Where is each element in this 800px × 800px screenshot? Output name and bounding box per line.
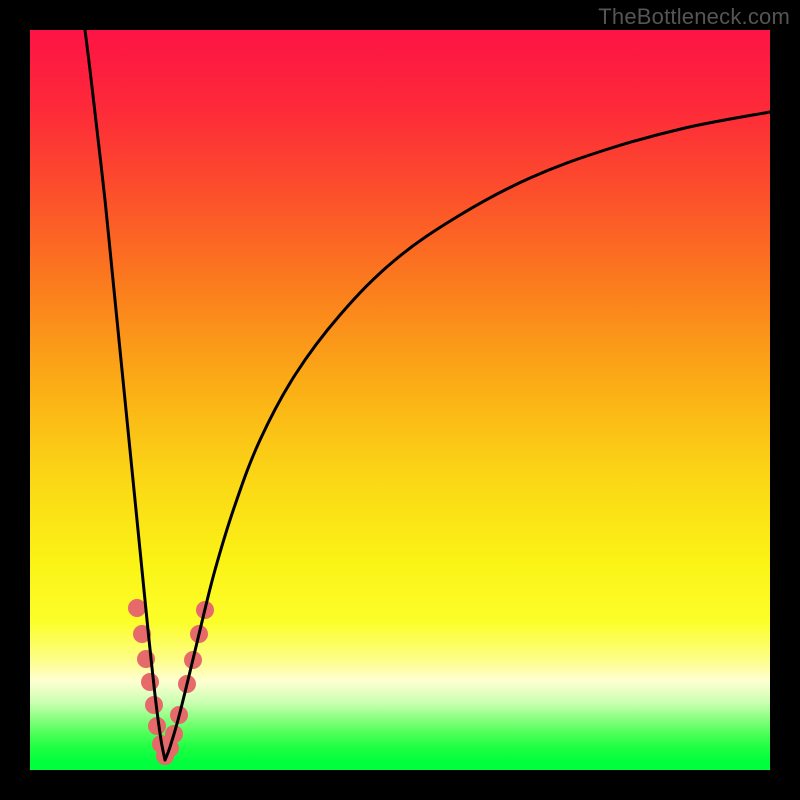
data-marker (141, 673, 159, 691)
chart-canvas (0, 0, 800, 800)
chart-frame: TheBottleneck.com (0, 0, 800, 800)
data-marker (128, 599, 146, 617)
watermark-text: TheBottleneck.com (598, 4, 790, 30)
